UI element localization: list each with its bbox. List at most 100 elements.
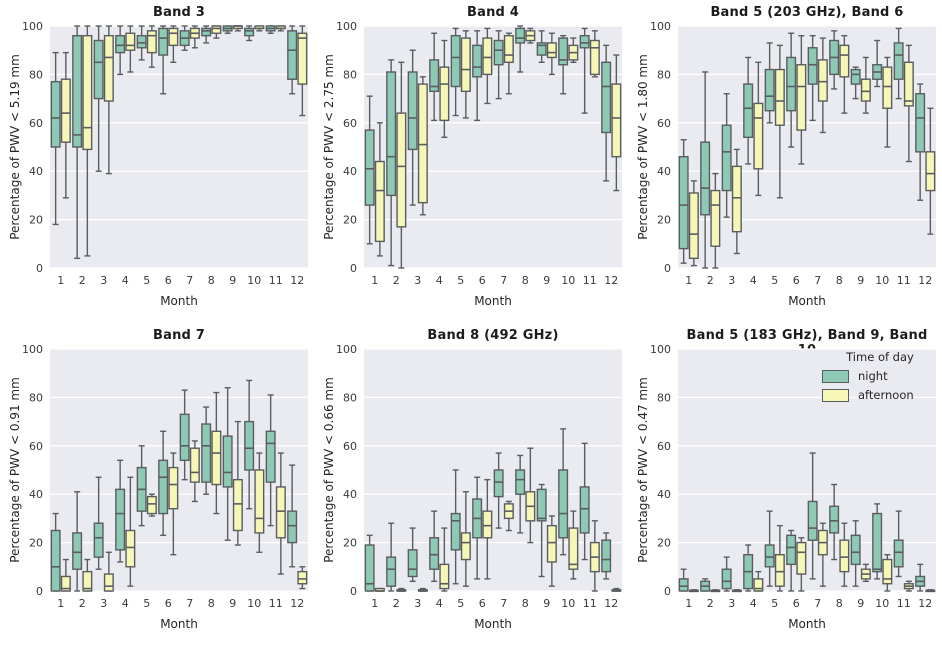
svg-text:40: 40 — [657, 165, 671, 178]
svg-text:12: 12 — [290, 274, 304, 287]
svg-text:1: 1 — [371, 597, 378, 610]
x-axis-label: Month — [160, 617, 198, 631]
svg-text:40: 40 — [29, 488, 43, 501]
svg-text:100: 100 — [22, 20, 43, 33]
svg-text:8: 8 — [208, 274, 215, 287]
svg-text:11: 11 — [269, 597, 283, 610]
svg-text:2: 2 — [707, 597, 714, 610]
svg-text:3: 3 — [728, 597, 735, 610]
x-axis-label: Month — [788, 294, 826, 308]
svg-text:5: 5 — [457, 597, 464, 610]
svg-text:60: 60 — [657, 440, 671, 453]
svg-text:3: 3 — [414, 597, 421, 610]
svg-text:60: 60 — [343, 117, 357, 130]
svg-text:10: 10 — [875, 274, 889, 287]
svg-text:9: 9 — [857, 597, 864, 610]
svg-text:8: 8 — [522, 274, 529, 287]
svg-text:2: 2 — [707, 274, 714, 287]
svg-text:100: 100 — [336, 20, 357, 33]
svg-text:6: 6 — [165, 597, 172, 610]
svg-text:7: 7 — [500, 597, 507, 610]
svg-text:2: 2 — [79, 597, 86, 610]
svg-text:10: 10 — [247, 274, 261, 287]
svg-text:80: 80 — [343, 391, 357, 404]
svg-text:80: 80 — [657, 391, 671, 404]
svg-text:20: 20 — [343, 214, 357, 227]
svg-text:10: 10 — [561, 597, 575, 610]
svg-text:4: 4 — [436, 597, 443, 610]
x-axis-label: Month — [474, 294, 512, 308]
svg-text:7: 7 — [186, 597, 193, 610]
svg-text:2: 2 — [79, 274, 86, 287]
afternoon-color-swatch — [822, 388, 849, 402]
svg-text:11: 11 — [897, 597, 911, 610]
legend-item-afternoon: afternoon — [798, 388, 936, 402]
svg-text:80: 80 — [29, 391, 43, 404]
x-axis-label: Month — [788, 617, 826, 631]
panel-title: Band 4 — [466, 5, 519, 20]
svg-text:20: 20 — [343, 537, 357, 550]
legend-item-night: night — [798, 369, 936, 383]
svg-text:10: 10 — [875, 597, 889, 610]
svg-text:7: 7 — [186, 274, 193, 287]
svg-text:2: 2 — [393, 597, 400, 610]
svg-text:11: 11 — [897, 274, 911, 287]
svg-text:1: 1 — [685, 597, 692, 610]
svg-text:60: 60 — [29, 117, 43, 130]
svg-text:6: 6 — [793, 274, 800, 287]
svg-text:40: 40 — [343, 488, 357, 501]
svg-text:9: 9 — [857, 274, 864, 287]
svg-text:20: 20 — [657, 537, 671, 550]
svg-text:20: 20 — [29, 537, 43, 550]
svg-text:8: 8 — [208, 597, 215, 610]
svg-text:20: 20 — [29, 214, 43, 227]
svg-text:0: 0 — [350, 585, 357, 598]
svg-text:4: 4 — [750, 274, 757, 287]
legend-label-night: night — [858, 369, 888, 383]
svg-text:1: 1 — [57, 597, 64, 610]
svg-text:4: 4 — [122, 597, 129, 610]
panel-title: Band 5 (203 GHz), Band 6 — [710, 5, 904, 20]
legend: Time of day night afternoon — [798, 350, 936, 402]
panel-band-7: Band 7 Percentage of PWV < 0.91 mm 0 20 40… — [0, 323, 314, 646]
svg-text:60: 60 — [343, 440, 357, 453]
night-color-swatch — [822, 369, 849, 383]
svg-text:40: 40 — [29, 165, 43, 178]
svg-text:5: 5 — [143, 597, 150, 610]
svg-text:7: 7 — [814, 274, 821, 287]
svg-text:9: 9 — [229, 597, 236, 610]
svg-text:3: 3 — [100, 274, 107, 287]
svg-text:9: 9 — [543, 597, 550, 610]
svg-text:1: 1 — [371, 274, 378, 287]
svg-text:8: 8 — [522, 597, 529, 610]
panel-band-5-203ghz-band-6: Band 5 (203 GHz), Band 6 Percentage of P… — [628, 0, 942, 323]
svg-text:0: 0 — [664, 585, 671, 598]
svg-text:0: 0 — [350, 262, 357, 275]
svg-text:100: 100 — [650, 343, 671, 356]
svg-text:7: 7 — [814, 597, 821, 610]
svg-text:1: 1 — [685, 274, 692, 287]
panel-band-4: Band 4 Percentage of PWV < 2.75 mm 0 20 40… — [314, 0, 628, 323]
svg-text:40: 40 — [657, 488, 671, 501]
panel-title: Band 8 (492 GHz) — [427, 328, 559, 343]
svg-text:5: 5 — [771, 274, 778, 287]
svg-text:5: 5 — [143, 274, 150, 287]
x-axis-label: Month — [474, 617, 512, 631]
x-axis-label: Month — [160, 294, 198, 308]
svg-text:12: 12 — [290, 597, 304, 610]
svg-text:9: 9 — [543, 274, 550, 287]
svg-text:12: 12 — [604, 597, 618, 610]
svg-text:12: 12 — [918, 274, 932, 287]
svg-text:80: 80 — [29, 68, 43, 81]
svg-text:12: 12 — [918, 597, 932, 610]
panel-title: Band 3 — [152, 5, 205, 20]
svg-text:60: 60 — [29, 440, 43, 453]
panel-band-5-183ghz-band-9-band-10: Band 5 (183 GHz), Band 9, Band 10 Percen… — [628, 323, 942, 646]
legend-title: Time of day — [846, 350, 914, 364]
svg-text:10: 10 — [247, 597, 261, 610]
